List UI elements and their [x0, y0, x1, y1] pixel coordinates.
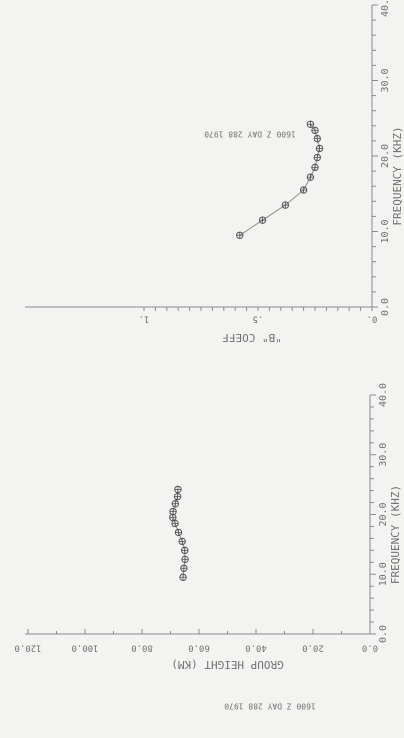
data-point: [181, 555, 189, 564]
data-point: [236, 231, 244, 239]
value-tick-label: .5: [253, 314, 264, 324]
frequency-tick-label: 30.0: [378, 443, 389, 467]
data-point: [281, 201, 290, 209]
frequency-axis-label: FREQUENCY (KHZ): [389, 485, 402, 584]
frequency-tick-label: 40.0: [378, 383, 389, 407]
data-point: [174, 485, 182, 494]
data-point: [171, 519, 179, 528]
data-point: [315, 144, 324, 153]
data-point: [311, 163, 319, 172]
chart-caption: 1600 Z DAY 288 1970: [224, 702, 316, 711]
data-point: [180, 564, 188, 572]
data-point: [169, 513, 177, 522]
chart-2: 0.0 10.0 20.0 30.0 40.0 FREQUENCY (KHZ) 0.0 20.…: [14, 383, 402, 711]
frequency-tick-label: 20.0: [380, 144, 391, 168]
value-axis-label: "B" COEFF: [222, 331, 282, 344]
value-tick-label: 20.0: [302, 643, 324, 653]
value-tick-label: 100.0: [71, 643, 98, 653]
data-point: [171, 500, 180, 508]
value-tick-label: 120.0: [14, 643, 41, 653]
series-line: [172, 489, 186, 578]
data-point: [306, 173, 315, 181]
frequency-tick-label: 20.0: [378, 502, 389, 526]
value-tick-label: 1.: [139, 314, 150, 324]
frequency-tick-label: 0.0: [380, 298, 391, 316]
value-tick-label: 0.: [367, 314, 378, 324]
data-point: [174, 528, 183, 537]
value-tick-label: 80.0: [131, 643, 153, 653]
chart-1: 0.0 10.0 20.0 30.0 40.0 FREQUENCY (KHZ) 0. .5 1.…: [25, 0, 404, 344]
frequency-tick-label: 10.0: [378, 562, 389, 586]
value-tick-label: 40.0: [245, 643, 267, 653]
frequency-tick-label: 30.0: [380, 68, 391, 92]
frequency-tick-label: 40.0: [380, 0, 391, 17]
chart-caption: 1600 Z DAY 288 1970: [204, 130, 296, 139]
value-axis-label: GROUP HEIGHT (KM): [171, 658, 284, 671]
frequency-axis-label: FREQUENCY (KHZ): [391, 126, 404, 225]
data-point: [299, 186, 308, 194]
frequency-tick-label: 10.0: [380, 219, 391, 243]
value-tick-label: 60.0: [188, 643, 210, 653]
series-line: [239, 123, 321, 236]
value-tick-label: 0.0: [362, 643, 378, 653]
data-point: [313, 134, 321, 143]
data-point: [178, 537, 186, 546]
data-point: [181, 546, 189, 555]
data-point: [311, 126, 319, 135]
data-point: [173, 492, 182, 501]
data-point: [258, 216, 267, 224]
data-point: [313, 153, 321, 162]
data-point: [306, 120, 315, 128]
data-point: [179, 573, 187, 581]
data-point: [169, 507, 177, 516]
frequency-tick-label: 0.0: [378, 625, 389, 643]
